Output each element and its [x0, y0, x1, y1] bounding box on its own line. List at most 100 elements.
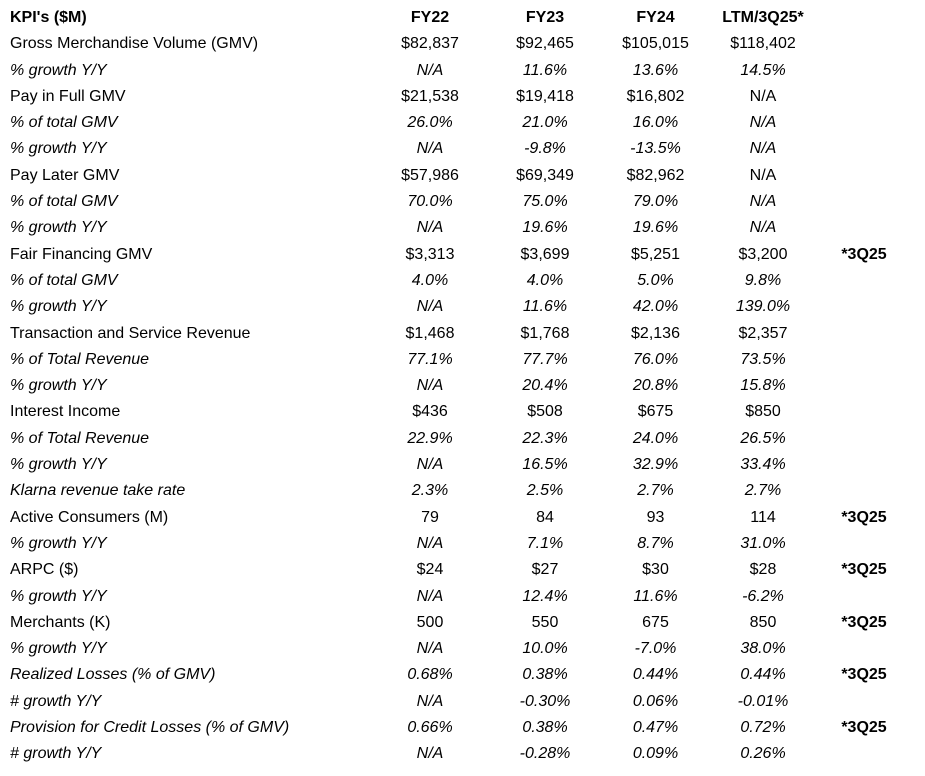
- value-cell-fy23: $27: [531, 561, 559, 579]
- footnote-marker: [813, 84, 915, 110]
- footnote-marker: [813, 294, 915, 320]
- value-cell-ltm-3q25: $118,402: [730, 35, 796, 53]
- value-cell-fy22: N/A: [416, 745, 444, 763]
- kpi-label: % growth Y/Y: [10, 640, 107, 658]
- value-cell-fy22: $3,313: [405, 245, 455, 263]
- value-cell-ltm-3q25: $850: [745, 403, 781, 421]
- footnote-marker: [813, 584, 915, 610]
- table-row: Realized Losses (% of GMV) 0.68% 0.38% 0.44…: [10, 662, 915, 688]
- kpi-label: % of total GMV: [10, 271, 118, 289]
- kpi-label: Interest Income: [10, 403, 121, 421]
- kpi-label: Realized Losses (% of GMV): [10, 666, 216, 684]
- value-cell-fy24: 42.0%: [632, 298, 679, 316]
- value-cell-fy23: 550: [531, 613, 559, 631]
- kpi-label: Merchants (K): [10, 613, 111, 631]
- value-cell-fy23: $508: [527, 403, 563, 421]
- value-cell-fy22: N/A: [416, 377, 444, 395]
- table-row: # growth Y/Y N/A -0.30% 0.06% -0.01%: [10, 689, 915, 715]
- header-fy23: FY23: [525, 9, 565, 26]
- footnote-marker: [813, 399, 915, 425]
- table-row: # growth Y/Y N/A -0.28% 0.09% 0.26%: [10, 741, 915, 767]
- header-kpis: KPI's ($M): [10, 9, 87, 26]
- value-cell-ltm-3q25: 114: [750, 508, 776, 526]
- value-cell-fy22: $436: [412, 403, 448, 421]
- value-cell-fy23: $69,349: [516, 166, 574, 184]
- table-header-row: KPI's ($M) FY22 FY23 FY24 LTM/3Q25*: [10, 5, 915, 31]
- value-cell-fy23: -0.30%: [519, 692, 571, 710]
- value-cell-fy22: N/A: [416, 587, 444, 605]
- value-cell-ltm-3q25: N/A: [749, 219, 777, 237]
- value-cell-fy22: $82,837: [401, 35, 459, 53]
- table-body: Gross Merchandise Volume (GMV) $82,837 $92…: [10, 31, 915, 767]
- value-cell-fy24: 20.8%: [632, 377, 679, 395]
- kpi-label: % growth Y/Y: [10, 377, 107, 395]
- footnote-marker: [813, 373, 915, 399]
- kpi-label: % of Total Revenue: [10, 350, 150, 368]
- value-cell-fy24: 5.0%: [637, 271, 674, 289]
- footnote-marker: [813, 741, 915, 767]
- value-cell-fy23: -0.28%: [519, 745, 571, 763]
- value-cell-fy22: N/A: [416, 61, 444, 79]
- value-cell-fy24: 19.6%: [632, 219, 679, 237]
- table-row: % growth Y/Y N/A 10.0% -7.0% 38.0%: [10, 636, 915, 662]
- kpi-label: % growth Y/Y: [10, 61, 107, 79]
- value-cell-fy23: 12.4%: [522, 587, 568, 605]
- value-cell-fy24: $30: [642, 561, 669, 579]
- value-cell-ltm-3q25: N/A: [749, 114, 777, 132]
- value-cell-ltm-3q25: $2,357: [738, 324, 788, 342]
- kpi-label: % of total GMV: [10, 193, 118, 211]
- kpi-label: # growth Y/Y: [10, 745, 102, 763]
- table-row: ARPC ($) $24 $27 $30 $28 *3Q25: [10, 557, 915, 583]
- table-row: Pay in Full GMV $21,538 $19,418 $16,802 N/A: [10, 84, 915, 110]
- value-cell-fy24: 0.09%: [632, 745, 679, 763]
- value-cell-ltm-3q25: 14.5%: [740, 61, 786, 79]
- value-cell-ltm-3q25: 139.0%: [735, 298, 791, 316]
- value-cell-fy23: $19,418: [516, 87, 574, 105]
- table-row: % of total GMV 70.0% 75.0% 79.0% N/A: [10, 189, 915, 215]
- kpi-table: KPI's ($M) FY22 FY23 FY24 LTM/3Q25* Gros…: [10, 5, 915, 768]
- value-cell-ltm-3q25: 2.7%: [744, 482, 782, 500]
- table-row: Provision for Credit Losses (% of GMV) 0.…: [10, 715, 915, 741]
- value-cell-fy23: 2.5%: [526, 482, 564, 500]
- value-cell-ltm-3q25: $3,200: [738, 245, 788, 263]
- table-row: Gross Merchandise Volume (GMV) $82,837 $92…: [10, 31, 915, 57]
- value-cell-fy24: 32.9%: [632, 456, 679, 474]
- value-cell-fy22: N/A: [416, 219, 444, 237]
- kpi-label: ARPC ($): [10, 561, 79, 579]
- value-cell-fy24: 2.7%: [637, 482, 674, 500]
- table-row: Transaction and Service Revenue $1,468 $1,…: [10, 321, 915, 347]
- value-cell-ltm-3q25: 31.0%: [740, 534, 786, 552]
- value-cell-ltm-3q25: N/A: [749, 166, 777, 184]
- value-cell-fy24: 16.0%: [632, 114, 679, 132]
- value-cell-ltm-3q25: 9.8%: [744, 271, 782, 289]
- footnote-marker: [813, 163, 915, 189]
- footnote-marker: [813, 531, 915, 557]
- value-cell-fy23: 77.7%: [522, 350, 568, 368]
- table-row: Interest Income $436 $508 $675 $850: [10, 399, 915, 425]
- kpi-label: % growth Y/Y: [10, 298, 107, 316]
- value-cell-fy23: $1,768: [520, 324, 570, 342]
- value-cell-ltm-3q25: 15.8%: [740, 377, 786, 395]
- value-cell-fy22: 4.0%: [411, 271, 449, 289]
- footnote-marker: *3Q25: [841, 666, 887, 684]
- value-cell-fy23: 11.6%: [522, 298, 568, 316]
- kpi-label: Fair Financing GMV: [10, 245, 153, 263]
- footnote-marker: *3Q25: [841, 613, 887, 631]
- value-cell-fy22: N/A: [416, 534, 444, 552]
- value-cell-ltm-3q25: N/A: [749, 87, 777, 105]
- value-cell-fy24: 675: [642, 613, 669, 631]
- value-cell-fy22: 70.0%: [407, 193, 453, 211]
- table-row: % growth Y/Y N/A 11.6% 13.6% 14.5%: [10, 58, 915, 84]
- kpi-label: Gross Merchandise Volume (GMV): [10, 35, 259, 53]
- value-cell-fy24: 13.6%: [632, 61, 679, 79]
- footnote-marker: [813, 31, 915, 57]
- kpi-label: Active Consumers (M): [10, 508, 169, 526]
- table-row: % growth Y/Y N/A -9.8% -13.5% N/A: [10, 136, 915, 162]
- footnote-marker: [813, 636, 915, 662]
- kpi-label: # growth Y/Y: [10, 692, 102, 710]
- table-row: Fair Financing GMV $3,313 $3,699 $5,251 $3,2…: [10, 242, 915, 268]
- value-cell-ltm-3q25: -6.2%: [742, 587, 784, 605]
- value-cell-fy22: N/A: [416, 456, 444, 474]
- table-row: % of total GMV 26.0% 21.0% 16.0% N/A: [10, 110, 915, 136]
- value-cell-fy22: $24: [416, 561, 444, 579]
